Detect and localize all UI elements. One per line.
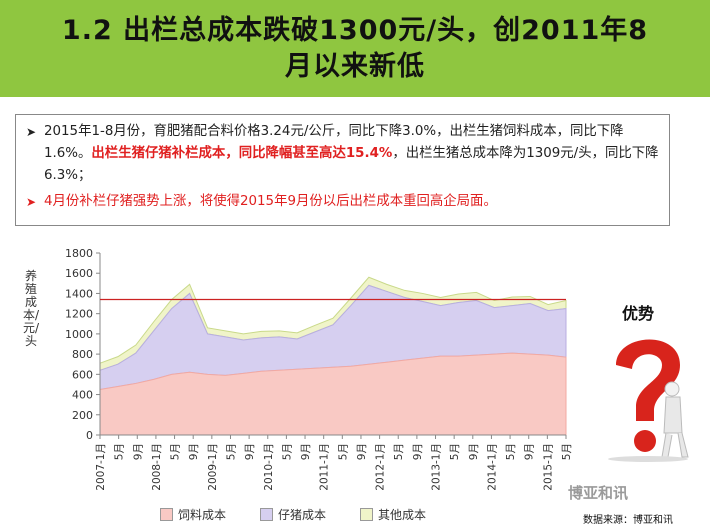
y-tick-label: 1000 [65,328,93,341]
question-mark-figure-icon [608,339,689,462]
x-tick-label: 5月 [561,443,573,460]
legend-label-other: 其他成本 [378,507,427,522]
y-axis-label: 养殖成本/元/头 [22,269,40,348]
page-title-line-2: 月以来新低 [285,50,425,82]
x-tick-label: 2009-1月 [207,443,219,491]
x-tick-label: 9月 [468,443,480,460]
x-tick-label: 9月 [356,443,368,460]
x-tick-label: 2007-1月 [95,443,107,491]
y-tick-label: 1200 [65,308,93,321]
x-tick-label: 9月 [524,443,536,460]
x-tick-label: 2011-1月 [319,443,331,491]
x-tick-label: 9月 [132,443,144,460]
x-tick-label: 5月 [281,443,293,460]
x-tick-label: 2014-1月 [486,443,498,491]
note-1-text: 2015年1-8月份，育肥猪配合料价格3.24元/公斤，同比下降3.0%，出栏生… [44,124,624,161]
notes-box: ➤ 2015年1-8月份，育肥猪配合料价格3.24元/公斤，同比下降3.0%，出… [15,114,670,226]
chart-legend: 饲料成本 仔猪成本 其他成本 [160,504,426,524]
x-tick-label: 9月 [188,443,200,460]
x-tick-label: 9月 [412,443,424,460]
x-tick-label: 2012-1月 [375,443,387,491]
y-tick-label: 400 [72,389,93,402]
note-1-highlight: 出栏生猪仔猪补栏成本，同比降幅甚至高达15.4% [91,146,393,161]
title-banner: 1.2 出栏总成本跌破1300元/头，创2011年8 月以来新低 [0,0,710,97]
legend-label-feed: 饲料成本 [178,507,227,522]
x-tick-label: 2013-1月 [431,443,443,491]
note-bullet-1: ➤ 2015年1-8月份，育肥猪配合料价格3.24元/公斤，同比下降3.0%，出… [24,121,661,187]
legend-item-piglet: 仔猪成本 [260,506,326,523]
legend-swatch-other [360,507,374,521]
x-tick-label: 5月 [393,443,405,460]
arrow-bullet-icon: ➤ [26,195,37,209]
arrow-bullet-icon: ➤ [26,125,37,139]
note-1-tail: ，出栏生猪总成本降为1309元/头，同比下降6.3%； [44,146,659,183]
note-bullet-2: ➤ 4月份补栏仔猪强势上涨，将使得2015年9月份以后出栏成本重回高企局面。 [24,191,661,213]
watermark-text: 博亚和讯 [568,484,629,502]
note-2-text: 4月份补栏仔猪强势上涨，将使得2015年9月份以后出栏成本重回高企局面。 [44,194,497,209]
advantage-label: 优势 [622,304,655,323]
legend-swatch-feed [160,507,173,521]
x-tick-label: 2015-1月 [542,443,554,491]
x-tick-label: 9月 [300,443,312,460]
legend-item-feed: 饲料成本 [160,506,226,523]
legend-swatch-piglet [260,507,274,521]
y-tick-label: 1400 [65,287,93,300]
y-tick-label: 0 [86,429,93,442]
x-tick-label: 5月 [225,443,237,460]
legend-item-other: 其他成本 [360,506,426,523]
y-tick-label: 200 [72,409,93,422]
chart-svg: 0 200 400 600 800 1000 1200 1400 1600 1800 2007-1月… [65,247,573,491]
x-tick-label: 5月 [449,443,461,460]
y-tick-label: 1800 [65,247,93,260]
x-tick-label: 5月 [505,443,517,460]
x-tick-label: 9月 [244,443,256,460]
y-tick-label: 600 [72,368,93,381]
x-tick-label: 2008-1月 [151,443,163,491]
legend-label-piglet: 仔猪成本 [278,507,327,522]
y-tick-label: 800 [72,348,93,361]
page-title-line-1: 1.2 出栏总成本跌破1300元/头，创2011年8 [61,14,649,46]
x-tick-label: 5月 [170,443,182,460]
x-tick-label: 5月 [337,443,349,460]
cost-chart: 0 200 400 600 800 1000 1200 1400 1600 1800 2007-1月… [0,240,600,532]
x-tick-label: 5月 [114,443,126,460]
y-tick-label: 1600 [65,267,93,280]
data-source-note: 数据来源：博亚和讯 [583,515,673,526]
x-tick-label: 2010-1月 [263,443,275,491]
